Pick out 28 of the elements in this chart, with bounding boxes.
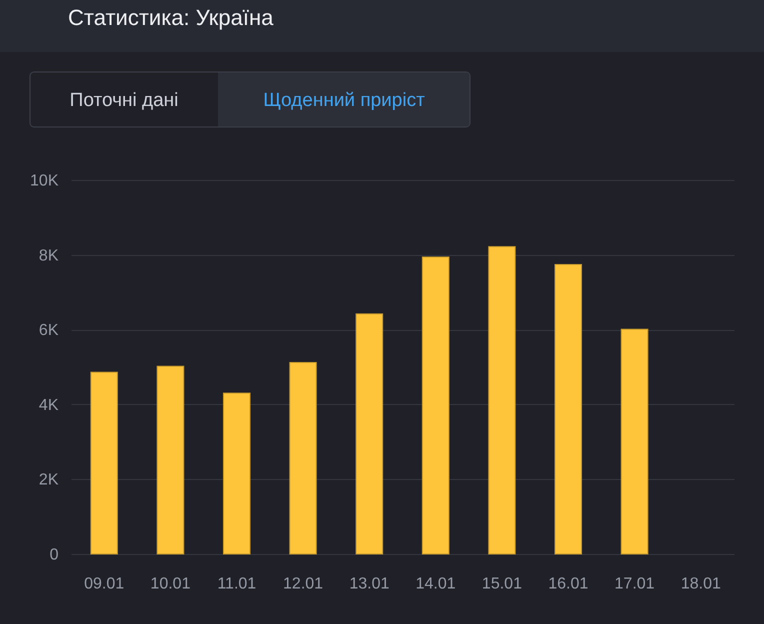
bar <box>356 313 384 554</box>
y-tick-label: 6K <box>38 322 59 340</box>
y-tick-label: 10K <box>30 172 59 190</box>
bar <box>422 256 450 554</box>
x-tick-label: 09.01 <box>84 576 124 592</box>
bar <box>620 328 648 554</box>
bar <box>156 366 184 554</box>
y-tick-label: 4K <box>38 396 59 414</box>
x-tick-label: 16.01 <box>548 576 588 592</box>
bar <box>554 264 582 554</box>
bar <box>289 362 317 554</box>
x-tick-label: 11.01 <box>217 576 256 592</box>
y-tick-label: 8K <box>38 247 59 264</box>
x-tick-label: 17.01 <box>614 576 655 592</box>
x-tick-label: 10.01 <box>150 576 191 592</box>
text: Поточні дані <box>70 90 178 111</box>
x-tick-label: 14.01 <box>416 576 456 592</box>
y-tick-label: 0 <box>50 546 59 564</box>
x-tick-label: 12.01 <box>283 576 324 592</box>
x-tick-label: 15.01 <box>482 576 522 592</box>
x-tick-label: 13.01 <box>349 576 390 592</box>
bar <box>488 246 516 554</box>
bar <box>90 372 118 554</box>
y-tick-label: 2K <box>38 472 59 489</box>
bar <box>222 392 251 554</box>
chart-title: Статистика: Україна <box>68 5 274 30</box>
x-tick-label: 18.01 <box>680 576 721 592</box>
text: Щоденний приріст <box>263 90 426 111</box>
